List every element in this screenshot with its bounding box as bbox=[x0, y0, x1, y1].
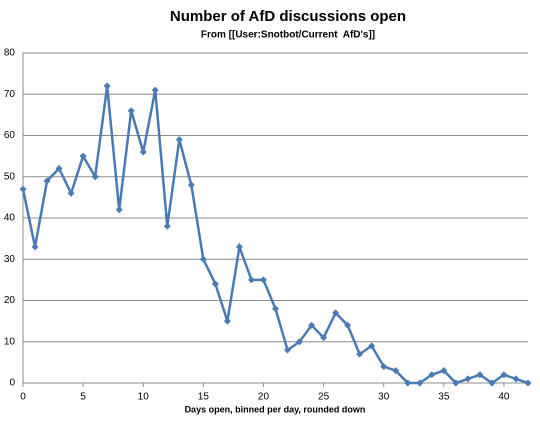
marker bbox=[440, 367, 448, 375]
x-tick-label: 25 bbox=[318, 392, 330, 403]
marker bbox=[199, 255, 207, 263]
marker bbox=[500, 371, 508, 379]
marker bbox=[524, 379, 532, 387]
marker bbox=[416, 379, 424, 387]
marker bbox=[235, 243, 243, 251]
marker bbox=[19, 185, 27, 193]
marker bbox=[452, 379, 460, 387]
marker bbox=[151, 86, 159, 94]
marker bbox=[211, 280, 219, 288]
x-tick-label: 30 bbox=[378, 392, 390, 403]
marker bbox=[223, 317, 231, 325]
marker bbox=[31, 243, 39, 251]
marker bbox=[55, 165, 63, 172]
y-tick-label: 40 bbox=[4, 213, 16, 224]
x-tick-label: 40 bbox=[498, 392, 510, 403]
marker bbox=[356, 350, 364, 358]
marker bbox=[67, 189, 75, 197]
marker bbox=[139, 148, 147, 156]
marker bbox=[43, 177, 51, 185]
y-tick-label: 50 bbox=[4, 171, 16, 182]
marker bbox=[296, 338, 304, 346]
marker bbox=[187, 181, 195, 189]
marker bbox=[380, 363, 388, 370]
marker bbox=[368, 342, 376, 350]
y-tick-label: 70 bbox=[4, 89, 16, 100]
marker bbox=[320, 334, 328, 342]
marker bbox=[115, 206, 123, 214]
marker bbox=[103, 82, 111, 90]
chart-subtitle: From [[User:Snotbot/Current AfD's]] bbox=[201, 30, 375, 41]
x-tick-label: 5 bbox=[80, 392, 86, 403]
y-tick-label: 30 bbox=[4, 254, 16, 265]
x-tick-label: 35 bbox=[438, 392, 450, 403]
marker bbox=[428, 371, 436, 379]
y-tick-label: 0 bbox=[9, 378, 15, 389]
y-tick-label: 10 bbox=[4, 336, 16, 347]
marker bbox=[79, 152, 87, 160]
chart-title: Number of AfD discussions open bbox=[170, 8, 406, 25]
marker bbox=[476, 371, 484, 379]
marker bbox=[259, 276, 267, 284]
x-tick-label: 0 bbox=[20, 392, 26, 403]
marker bbox=[332, 309, 340, 317]
marker bbox=[464, 375, 472, 383]
x-tick-label: 10 bbox=[138, 392, 150, 403]
marker bbox=[344, 321, 352, 329]
marker bbox=[392, 367, 400, 375]
x-tick-label: 20 bbox=[258, 392, 270, 403]
marker bbox=[127, 107, 135, 115]
marker bbox=[308, 321, 316, 329]
y-tick-label: 20 bbox=[4, 295, 16, 306]
marker bbox=[284, 346, 292, 354]
line bbox=[21, 85, 529, 385]
marker bbox=[175, 136, 183, 144]
marker bbox=[272, 305, 279, 313]
marker bbox=[404, 379, 412, 387]
y-tick-label: 80 bbox=[4, 48, 16, 59]
x-axis-label: Days open, binned per day, rounded down bbox=[185, 404, 366, 414]
y-tick-label: 60 bbox=[4, 130, 16, 141]
marker bbox=[163, 222, 171, 230]
marker bbox=[488, 379, 496, 387]
marker bbox=[512, 375, 520, 383]
marker bbox=[91, 173, 99, 181]
marker bbox=[247, 276, 255, 284]
x-tick-label: 15 bbox=[198, 392, 210, 403]
